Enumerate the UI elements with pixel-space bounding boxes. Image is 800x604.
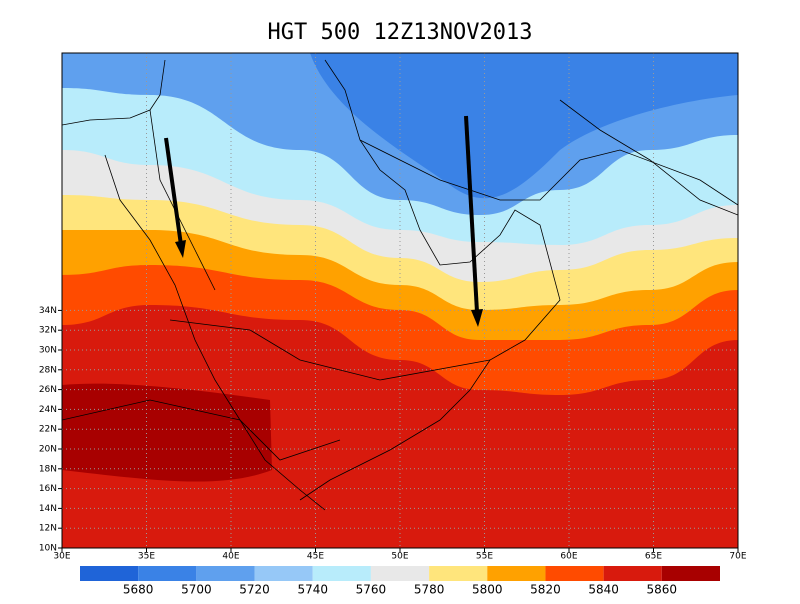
colorbar-box [312, 566, 371, 581]
colorbar-box [196, 566, 255, 581]
lon-label: 50E [391, 552, 408, 562]
colorbar-box [603, 566, 662, 581]
colorbar-box [661, 566, 720, 581]
border [62, 399, 341, 461]
plot-frame [61, 52, 739, 549]
colorbar-label: 5860 [647, 583, 678, 597]
lat-label: 20N [39, 445, 57, 455]
lat-label: 16N [39, 484, 57, 494]
colorbar-label: 5780 [414, 583, 445, 597]
borders [62, 59, 738, 511]
lat-label: 30N [39, 346, 57, 356]
title: HGT 500 12Z13NOV2013 [268, 20, 533, 45]
arrows [164, 115, 483, 327]
lon-label: 30E [53, 552, 70, 562]
colorbar-box [487, 566, 546, 581]
lat-label: 12N [39, 524, 57, 534]
colorbar-box [429, 566, 488, 581]
arrow-head [471, 309, 483, 327]
colorbar-box [545, 566, 604, 581]
colorbar-label: 5680 [123, 583, 154, 597]
grid: 10N 12N 14N 16N 18N 20N 22N 24N 26N 28N 30N 32N 34N 3… [39, 53, 747, 562]
colorbar-box [254, 566, 313, 581]
colorbar-label: 5840 [588, 583, 619, 597]
lon-label: 35E [138, 552, 155, 562]
border [169, 319, 491, 381]
lat-label: 22N [39, 425, 57, 435]
colorbar-label: 5800 [472, 583, 503, 597]
colorbar-box [138, 566, 197, 581]
lon-label: 65E [645, 552, 662, 562]
lat-label: 34N [39, 306, 57, 316]
arrow [464, 115, 479, 313]
lon-label: 40E [222, 552, 239, 562]
colorbar-box [370, 566, 430, 581]
lat-label: 10N [39, 544, 57, 554]
lat-label: 18N [39, 464, 57, 474]
colorbar-label: 5740 [297, 583, 328, 597]
coastline [359, 139, 738, 206]
arrow-head [175, 240, 186, 258]
lon-label: 60E [560, 552, 577, 562]
band [310, 53, 738, 199]
lat-label: 14N [39, 504, 57, 514]
coastline [299, 59, 561, 501]
band [62, 383, 272, 482]
colorbar-label: 5820 [530, 583, 561, 597]
lat-label: 24N [39, 405, 57, 415]
border [559, 99, 738, 216]
lat-label: 28N [39, 365, 57, 375]
lon-label: 55E [476, 552, 493, 562]
lat-label: 32N [39, 326, 57, 336]
colorbar-label: 5700 [181, 583, 212, 597]
colorbar-box [80, 566, 139, 581]
colorbar-label: 5760 [356, 583, 387, 597]
coastline [62, 59, 166, 126]
colorbar-label: 5720 [239, 583, 270, 597]
lon-label: 45E [307, 552, 324, 562]
arrow [164, 137, 183, 246]
colorbar: 5680 5700 5720 5740 5760 5780 5800 5820 5840 5860 [80, 566, 720, 597]
coastline [104, 154, 326, 511]
lon-label: 70E [729, 552, 746, 562]
lat-label: 26N [39, 385, 57, 395]
